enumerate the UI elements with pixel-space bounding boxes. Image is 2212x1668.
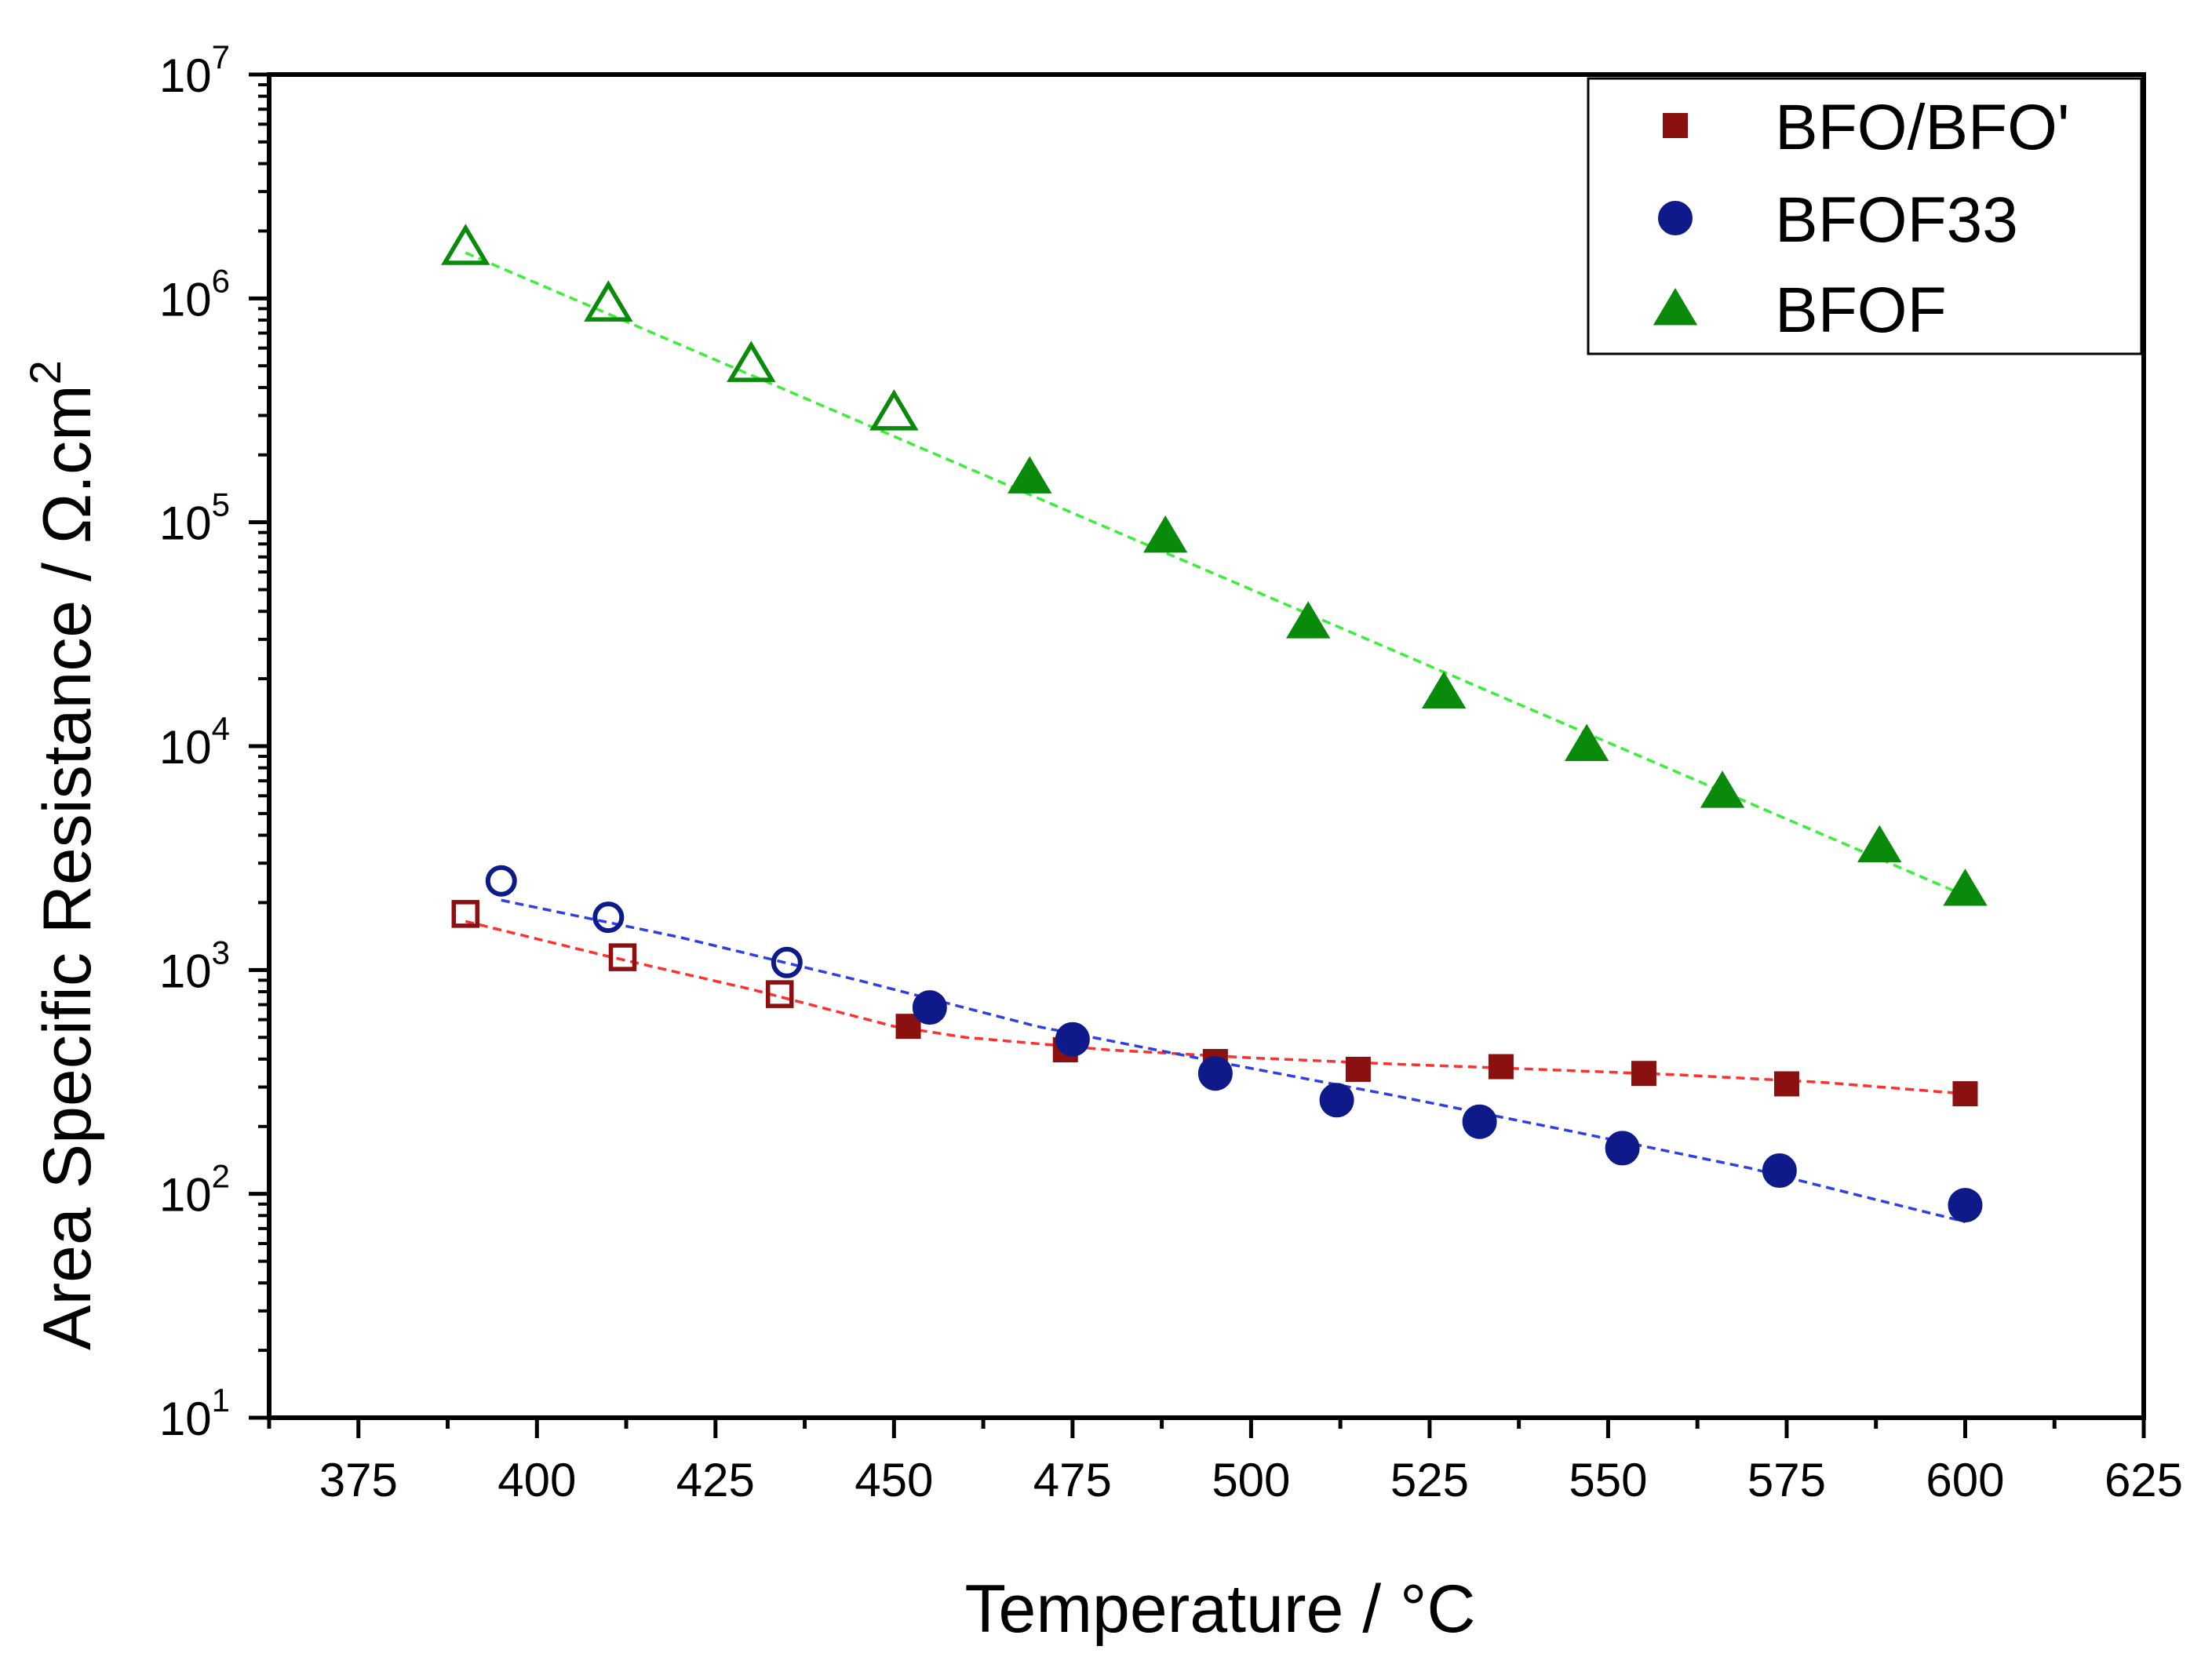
legend-entries: BFO/BFO' BFOF33 BFOF (1653, 92, 2070, 346)
y-tick-label-base: 10 (159, 49, 212, 102)
triangle-point (1143, 515, 1188, 553)
legend-marker-square (1663, 113, 1688, 138)
y-axis-title: Area Specific Resistance / Ω.cm2 (20, 360, 105, 1350)
circle-point (1319, 1083, 1354, 1118)
triangle-point (584, 280, 633, 322)
y-tick-label: 104 (159, 710, 230, 774)
x-tick-label: 425 (676, 1454, 755, 1506)
legend: BFO/BFO' BFOF33 BFOF (1587, 77, 2143, 355)
triangle-point (1943, 869, 1988, 906)
y-tick-label-base: 10 (159, 721, 212, 774)
square-point (765, 980, 794, 1008)
circle-point (912, 990, 947, 1025)
square-point (895, 1014, 921, 1040)
y-tick-label-exponent: 1 (212, 1382, 230, 1419)
circle-point (592, 901, 625, 934)
y-tick-label: 102 (159, 1158, 230, 1222)
svg-text:Area Specific Resistance / Ω.c: Area Specific Resistance / Ω.cm2 (20, 360, 105, 1350)
x-tick-label: 550 (1569, 1454, 1647, 1506)
x-tick-label: 575 (1747, 1454, 1826, 1506)
x-tick-label: 600 (1926, 1454, 2004, 1506)
circle-point (1605, 1131, 1640, 1166)
legend-label: BFO/BFO' (1775, 92, 2070, 163)
circle-point (1055, 1022, 1090, 1057)
data-points (441, 224, 1988, 1223)
circle-point (1948, 1188, 1983, 1223)
y-axis-title-superscript: 2 (20, 360, 70, 384)
y-tick-label-base: 10 (159, 945, 212, 997)
x-tick-label: 375 (319, 1454, 398, 1506)
y-tick-label-base: 10 (159, 497, 212, 550)
circle-point (771, 946, 803, 978)
square-point (1952, 1081, 1978, 1107)
y-tick-label-exponent: 6 (212, 262, 230, 299)
triangle-point (1564, 723, 1609, 761)
y-tick-label: 107 (159, 38, 230, 102)
y-tick-label: 106 (159, 262, 230, 326)
triangle-point (441, 224, 490, 265)
y-tick-label-exponent: 7 (212, 38, 230, 75)
triangle-point (1008, 456, 1052, 493)
plot-frame (267, 72, 2146, 1420)
triangle-point (869, 389, 919, 431)
y-tick-label-base: 10 (159, 1393, 212, 1445)
square-point (451, 900, 480, 928)
y-tick-label-exponent: 4 (212, 710, 230, 747)
square-point (1773, 1071, 1799, 1097)
x-tick-label: 625 (2104, 1454, 2183, 1506)
legend-label: BFOF33 (1775, 184, 2018, 256)
y-tick-label: 103 (159, 934, 230, 997)
legend-marker-circle (1658, 201, 1693, 235)
triangle-point (1421, 671, 1467, 709)
x-tick-label: 450 (855, 1454, 933, 1506)
y-tick-label: 101 (159, 1382, 230, 1445)
y-tick-label-base: 10 (159, 273, 212, 326)
y-tick-label-exponent: 5 (212, 486, 230, 523)
circle-point (1762, 1153, 1797, 1189)
triangle-point (727, 341, 776, 382)
axis-ticks: 375 400 425 450 475 500 525 550 575 600 6251011021… (159, 38, 2183, 1506)
square-point (1345, 1056, 1371, 1082)
square-point (608, 943, 637, 971)
x-tick-label: 500 (1212, 1454, 1290, 1506)
circle-point (1197, 1056, 1233, 1091)
y-tick-label-exponent: 3 (212, 934, 230, 971)
square-point (1631, 1061, 1656, 1087)
triangle-point (1286, 601, 1331, 639)
y-tick-label-exponent: 2 (212, 1158, 230, 1195)
x-axis-title: Temperature / °C (965, 1571, 1476, 1647)
legend-label: BFOF (1775, 275, 1947, 346)
x-tick-label: 525 (1390, 1454, 1469, 1506)
x-tick-label: 475 (1033, 1454, 1112, 1506)
circle-point (485, 865, 517, 897)
legend-marker-triangle (1653, 288, 1698, 326)
triangle-point (1700, 770, 1745, 808)
x-tick-label: 400 (497, 1454, 576, 1506)
y-tick-label: 105 (159, 486, 230, 550)
circle-point (1462, 1104, 1497, 1139)
fit-line (501, 898, 1966, 1223)
y-axis-title-text: Area Specific Resistance / Ω.cm (30, 384, 105, 1350)
triangle-point (1857, 825, 1902, 863)
square-point (1488, 1054, 1514, 1080)
y-tick-label-base: 10 (159, 1169, 212, 1222)
